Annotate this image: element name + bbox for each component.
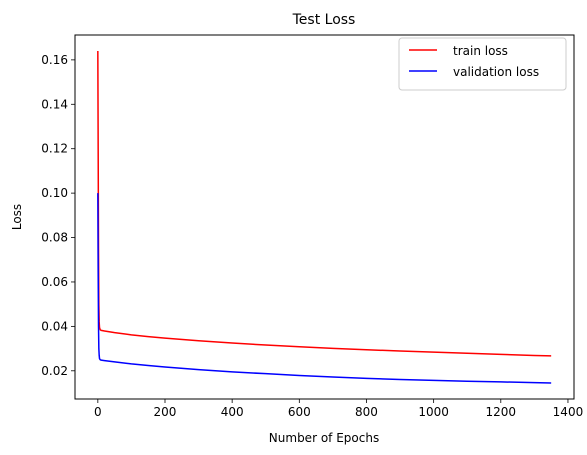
y-tick-label: 0.12 — [41, 142, 68, 156]
y-tick-label: 0.08 — [41, 231, 68, 245]
y-tick-label: 0.04 — [41, 319, 68, 333]
x-tick-label: 0 — [94, 405, 102, 419]
x-tick-label: 1000 — [418, 405, 449, 419]
plot-frame — [74, 34, 575, 400]
y-axis-label: Loss — [10, 204, 24, 230]
chart-title: Test Loss — [292, 12, 356, 28]
x-axis: 0 200 400 600 800 1000 1200 1400 — [94, 399, 583, 419]
legend-box — [398, 37, 567, 91]
legend-label-validation-loss: validation loss — [453, 65, 539, 79]
y-tick-label: 0.14 — [41, 97, 68, 111]
legend-label-train-loss: train loss — [453, 44, 508, 58]
x-tick-label: 200 — [154, 405, 177, 419]
plot-area — [97, 50, 552, 384]
x-tick-label: 800 — [355, 405, 378, 419]
y-tick-label: 0.02 — [41, 364, 68, 378]
x-tick-label: 1200 — [486, 405, 517, 419]
x-axis-label: Number of Epochs — [269, 431, 379, 445]
x-tick-label: 1400 — [553, 405, 584, 419]
y-axis: 0.02 0.04 0.06 0.08 0.10 0.12 0.14 0.16 — [41, 53, 75, 378]
series-line-validation-loss — [97, 193, 552, 384]
y-tick-label: 0.16 — [41, 53, 68, 67]
series-line-train-loss — [97, 50, 552, 357]
x-tick-label: 400 — [221, 405, 244, 419]
legend: train loss validation loss — [398, 37, 567, 91]
x-tick-label: 600 — [288, 405, 311, 419]
y-tick-label: 0.10 — [41, 186, 68, 200]
y-tick-label: 0.06 — [41, 275, 68, 289]
